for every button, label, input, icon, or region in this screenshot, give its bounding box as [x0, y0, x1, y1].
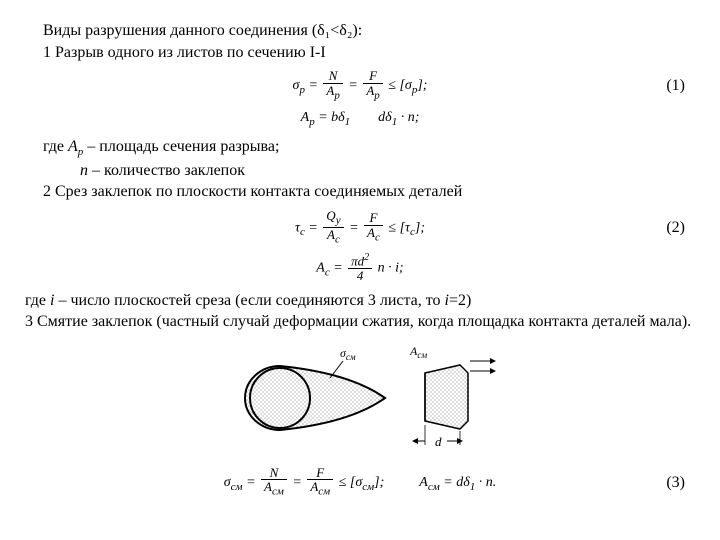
equation-1: σp = NAp = FAp ≤ [σp]; [293, 69, 428, 103]
equation-3-row: σсм = NAсм = FAсм ≤ [σсм]; Aсм = dδ1 · n… [25, 466, 695, 500]
equation-2b-row: Ac = πd24 n · i; [25, 253, 695, 284]
line-3: 2 Срез заклепок по плоскости контакта со… [43, 181, 695, 203]
where-1: где Ap – площадь сечения разрыва; [43, 136, 695, 160]
diagram: σсм Aсм d [25, 343, 695, 460]
equation-2b: Ac = πd24 n · i; [316, 253, 403, 284]
equation-1-number: (1) [666, 75, 685, 97]
a-label: Aсм [409, 344, 427, 360]
intro-line-2: 1 Разрыв одного из листов по сечению I-I [43, 42, 695, 64]
equation-1-row: σp = NAp = FAp ≤ [σp]; (1) [25, 69, 695, 103]
sigma-label: σсм [340, 346, 356, 362]
d-label: d [435, 434, 442, 449]
equation-1b: Ap = bδ1 dδ1 · n; [301, 109, 420, 130]
equation-2-number: (2) [666, 217, 685, 239]
equation-3: σсм = NAсм = FAсм ≤ [σсм]; Aсм = dδ1 · n… [224, 466, 496, 500]
equation-2: τc = QyAc = FAc ≤ [τc]; [295, 209, 425, 247]
line-4: 3 Смятие заклепок (частный случай деформ… [25, 311, 695, 333]
intro-line-1: Виды разрушения данного соединения (δ₁<δ… [43, 20, 695, 42]
where-2: n – количество заклепок [80, 160, 695, 182]
where-3: где i – число плоскостей среза (если сое… [25, 290, 695, 312]
equation-1b-row: Ap = bδ1 dδ1 · n; [25, 109, 695, 130]
equation-3-number: (3) [666, 472, 685, 494]
equation-2-row: τc = QyAc = FAc ≤ [τc]; (2) [25, 209, 695, 247]
